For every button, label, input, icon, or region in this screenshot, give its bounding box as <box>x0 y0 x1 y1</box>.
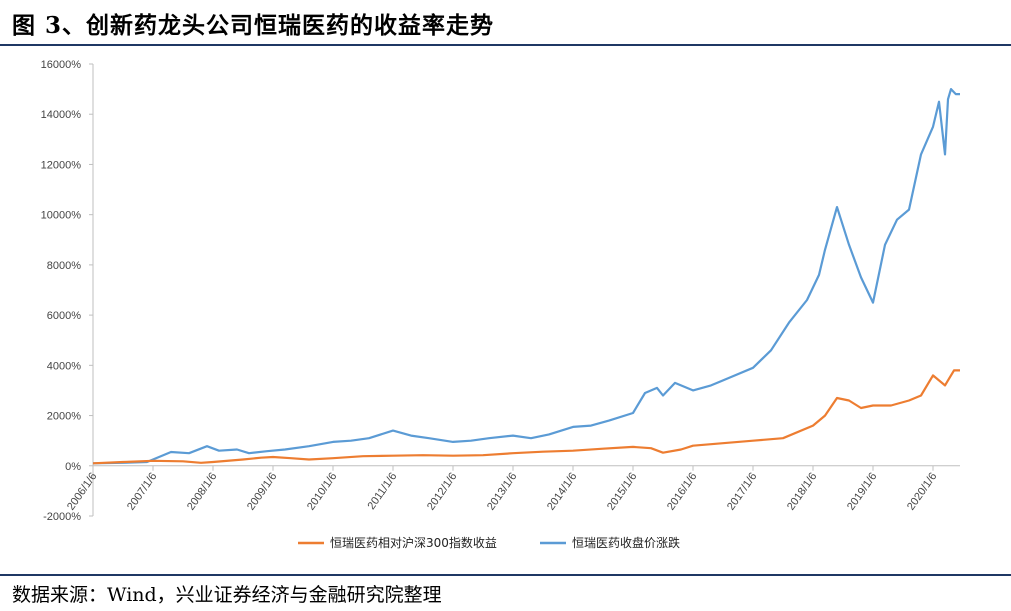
title-rule <box>0 44 1011 46</box>
x-tick-label: 2016/1/6 <box>665 471 699 513</box>
source-note: 数据来源：Wind，兴业证券经济与金融研究院整理 <box>12 584 442 606</box>
y-tick-label: 4000% <box>47 360 81 372</box>
x-tick-label: 2019/1/6 <box>845 471 879 513</box>
line-chart: -2000% 0% 2000% 4000% 6000% 8000% 10000% 12000%… <box>41 59 960 550</box>
x-tick-label: 2013/1/6 <box>485 471 519 513</box>
y-tick-label: 6000% <box>47 310 81 322</box>
x-tick-label: 2017/1/6 <box>725 471 759 513</box>
chart-legend: 恒瑞医药相对沪深300指数收益 恒瑞医药收盘价涨跌 <box>298 535 680 550</box>
x-tick-label: 2012/1/6 <box>425 471 459 513</box>
x-tick-label: 2008/1/6 <box>185 471 219 513</box>
x-tick-label: 2007/1/6 <box>125 471 159 513</box>
legend-label-0: 恒瑞医药相对沪深300指数收益 <box>330 535 497 550</box>
x-tick-label: 2011/1/6 <box>366 471 400 512</box>
source-rule <box>0 574 1011 576</box>
x-tick-label: 2006/1/6 <box>65 471 99 513</box>
series-line-1 <box>92 87 960 465</box>
y-tick-label: 12000% <box>41 159 82 171</box>
x-tick-label: 2020/1/6 <box>905 471 939 513</box>
x-tick-label: 2010/1/6 <box>305 471 339 513</box>
y-tick-label: 14000% <box>41 109 82 121</box>
figure-title: 图 3、创新药龙头公司恒瑞医药的收益率走势 <box>12 12 495 39</box>
y-tick-label: -2000% <box>43 511 81 523</box>
series-line-0 <box>92 369 960 465</box>
x-tick-label: 2014/1/6 <box>545 471 579 513</box>
y-tick-label: 8000% <box>47 260 81 272</box>
legend-label-1: 恒瑞医药收盘价涨跌 <box>572 535 680 550</box>
y-tick-label: 10000% <box>41 210 82 222</box>
y-tick-label: 0% <box>65 461 81 473</box>
y-tick-label: 16000% <box>41 59 82 71</box>
chart-series <box>92 87 960 465</box>
x-tick-label: 2015/1/6 <box>605 471 639 513</box>
y-tick-label: 2000% <box>47 411 81 423</box>
x-tick-label: 2009/1/6 <box>245 471 279 513</box>
x-tick-label: 2018/1/6 <box>785 471 819 513</box>
